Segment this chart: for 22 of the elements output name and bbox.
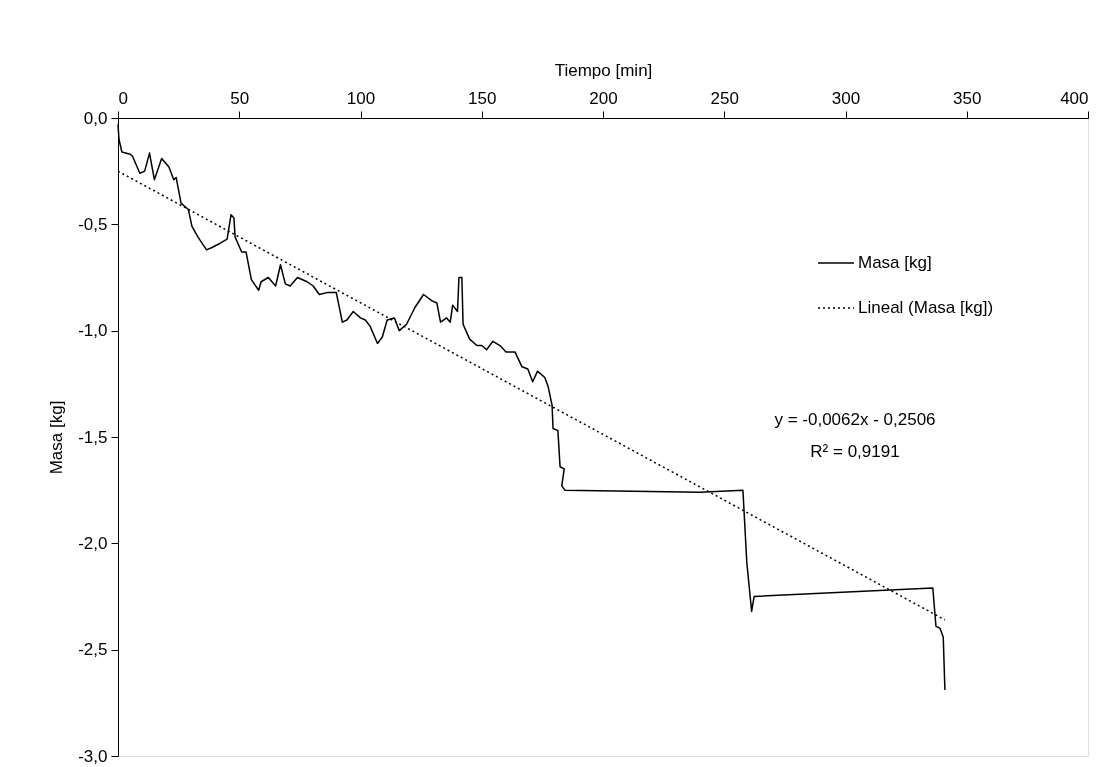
- legend-label: Lineal (Masa [kg]): [858, 298, 994, 317]
- x-tick-label: 400: [1060, 88, 1089, 108]
- y-tick-label: -1,0: [78, 321, 108, 341]
- y-tick-label: -2,0: [78, 533, 108, 553]
- x-tick-label: 150: [468, 88, 497, 108]
- x-tick-label: 50: [230, 88, 250, 108]
- legend-label: Masa [kg]: [858, 253, 932, 272]
- annotation: y = -0,0062x - 0,2506: [774, 410, 936, 429]
- x-tick-label: 300: [831, 88, 861, 108]
- x-tick-label: 0: [118, 88, 128, 108]
- x-tick-label: 100: [346, 88, 376, 108]
- x-tick-label: 250: [710, 88, 739, 108]
- y-tick-label: -1,5: [78, 427, 108, 447]
- x-tick-label: 200: [589, 88, 618, 108]
- y-tick-label: -0,5: [78, 214, 108, 234]
- y-axis-title: Masa [kg]: [47, 400, 67, 475]
- x-tick-label: 350: [953, 88, 982, 108]
- y-tick-label: -3,0: [78, 746, 108, 766]
- y-tick-label: 0,0: [83, 108, 108, 128]
- x-axis-title: Tiempo [min]: [554, 60, 653, 80]
- y-tick-label: -2,5: [78, 640, 108, 660]
- annotation: R² = 0,9191: [810, 442, 900, 461]
